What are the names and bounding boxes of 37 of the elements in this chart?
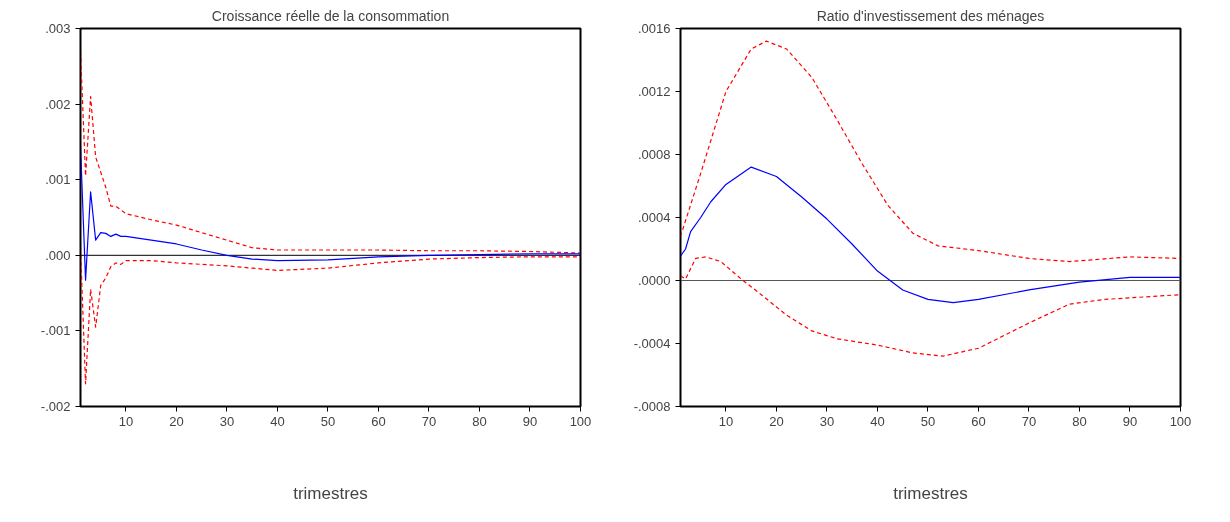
x-tick-label: 10 — [718, 413, 734, 429]
y-tick-label: -.0004 — [633, 336, 671, 351]
x-tick-label: 90 — [1122, 413, 1138, 429]
x-tick-label: 30 — [819, 413, 835, 429]
x-tick-label: 40 — [870, 413, 885, 429]
y-tick-label: .0004 — [637, 210, 671, 225]
x-tick-label: 80 — [472, 413, 487, 429]
x-tick-label: 100 — [1169, 413, 1192, 429]
x-tick-label: 50 — [320, 413, 336, 429]
x-tick-label: 60 — [371, 413, 386, 429]
y-tick-label: .0012 — [637, 84, 671, 99]
x-axis-title: trimestres — [293, 483, 368, 503]
chart-title: Croissance réelle de la consommation — [211, 7, 450, 24]
chart-title: Ratio d'investissement des ménages — [816, 7, 1045, 24]
y-tick-label: .001 — [45, 172, 71, 188]
y-tick-label: .0008 — [637, 147, 671, 162]
x-tick-label: 60 — [971, 413, 986, 429]
y-tick-label: .003 — [45, 21, 71, 36]
x-tick-label: 30 — [219, 413, 235, 429]
x-tick-label: 50 — [920, 413, 936, 429]
x-tick-label: 80 — [1072, 413, 1087, 429]
x-tick-label: 70 — [1021, 413, 1037, 429]
x-tick-label: 100 — [569, 413, 592, 429]
x-tick-label: 40 — [270, 413, 285, 429]
y-tick-label: .0000 — [637, 273, 671, 288]
y-tick-label: -.0008 — [633, 399, 671, 414]
y-tick-label: .002 — [45, 96, 71, 112]
y-tick-label: -.002 — [40, 399, 71, 414]
x-axis-title: trimestres — [893, 483, 968, 503]
x-tick-label: 20 — [169, 413, 184, 429]
x-tick-label: 70 — [421, 413, 437, 429]
x-tick-label: 90 — [522, 413, 538, 429]
x-tick-label: 10 — [118, 413, 134, 429]
y-tick-label: .0016 — [637, 21, 671, 36]
x-tick-label: 20 — [769, 413, 784, 429]
y-tick-label: -.001 — [40, 323, 71, 339]
y-tick-label: .000 — [45, 247, 71, 263]
